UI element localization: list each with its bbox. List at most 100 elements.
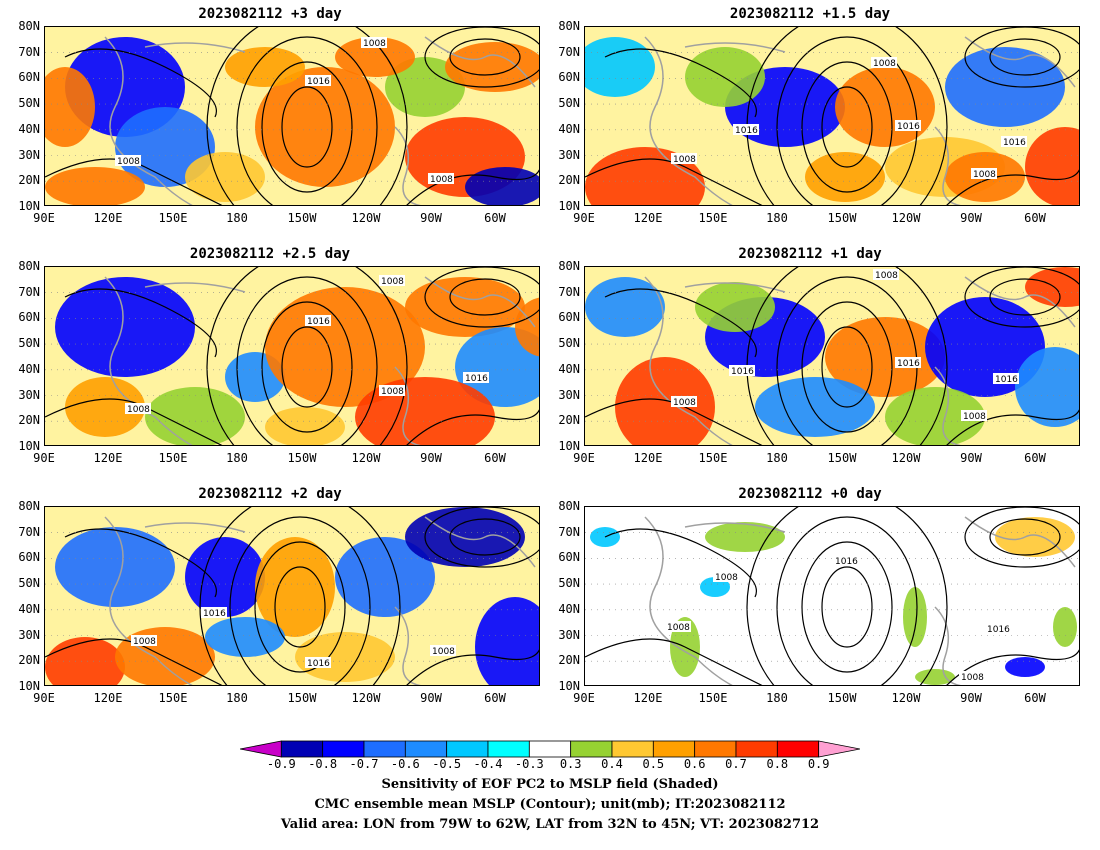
mslp-contour xyxy=(424,267,539,328)
sensitivity-shading xyxy=(265,407,345,445)
mslp-contour xyxy=(45,638,223,685)
lat-tick-label: 70N xyxy=(558,524,580,539)
colorbar-tick-label: 0.3 xyxy=(559,757,582,771)
mslp-contour xyxy=(64,48,217,118)
mslp-contour xyxy=(801,301,893,433)
map-field: 1008 1016 1016 1008 1016 1008 xyxy=(585,27,1079,205)
lat-tick-label: 30N xyxy=(558,147,580,162)
lon-tick-label: 90E xyxy=(573,451,595,465)
sensitivity-shading xyxy=(45,67,95,147)
mslp-contour xyxy=(821,86,873,168)
map-panel: 2023082112 +3 day 80N 70N 60N 50N 40N 30N 20N 10… xyxy=(0,6,540,224)
colorbar-tick-label: -0.5 xyxy=(432,757,462,771)
sensitivity-shading xyxy=(145,387,245,445)
colorbar-tick-label: -0.9 xyxy=(266,757,296,771)
sensitivity-shading xyxy=(585,37,655,97)
contour-label: 1016 xyxy=(305,75,331,87)
caption-contour: CMC ensemble mean MSLP (Contour); unit(m… xyxy=(314,797,786,812)
sensitivity-shading xyxy=(903,587,927,647)
lat-tick-label: 70N xyxy=(18,284,40,299)
map-panel: 2023082112 +2.5 day 80N 70N 60N 50N 40N 30N 20N… xyxy=(0,246,540,464)
lat-tick-label: 80N xyxy=(558,259,580,273)
lat-tick-label: 50N xyxy=(558,96,580,111)
svg-text:1016: 1016 xyxy=(731,367,754,377)
colorbar-swatch xyxy=(694,740,737,758)
svg-text:1008: 1008 xyxy=(673,398,696,408)
lat-tick-label: 60N xyxy=(18,70,40,85)
lon-tick-label: 150E xyxy=(698,211,728,225)
lat-tick-label: 10N xyxy=(558,198,580,213)
map-panel: 2023082112 +1 day 80N 70N 60N 50N 40N 30N 20N 10… xyxy=(540,246,1080,464)
lon-tick-label: 180 xyxy=(766,211,788,225)
colorbar-swatch xyxy=(404,740,448,758)
contour-label: 1008 xyxy=(379,275,405,287)
lat-tick-label: 40N xyxy=(558,361,580,376)
sensitivity-shading xyxy=(805,152,885,202)
lon-tick-label: 60W xyxy=(1024,211,1046,225)
sensitivity-shading xyxy=(1015,347,1079,427)
lat-tick-label: 40N xyxy=(18,361,40,376)
map-plot-area: 1008 1016 1008 1008 1008 xyxy=(44,26,540,206)
mslp-contour xyxy=(989,38,1061,76)
colorbar-tick-label: -0.8 xyxy=(308,757,338,771)
lon-tick-label: 150E xyxy=(698,691,728,705)
colorbar-swatch xyxy=(735,740,778,758)
lat-tick-label: 80N xyxy=(18,19,40,33)
lat-tick-label: 20N xyxy=(558,653,580,668)
sensitivity-shading xyxy=(225,47,305,87)
lon-tick-label: 120E xyxy=(93,691,123,705)
sensitivity-shading xyxy=(1025,127,1079,205)
lon-tick-label: 90E xyxy=(33,211,55,225)
sensitivity-shading xyxy=(1005,657,1045,677)
lat-tick-label: 30N xyxy=(558,387,580,402)
sensitivity-shading xyxy=(885,387,985,445)
colorbar-swatch xyxy=(280,740,324,758)
lon-tick-label: 180 xyxy=(226,451,248,465)
lon-tick-label: 150W xyxy=(287,691,317,705)
lon-tick-label: 180 xyxy=(766,691,788,705)
svg-text:1016: 1016 xyxy=(465,374,488,384)
mslp-contour xyxy=(64,288,217,358)
contour-label: 1008 xyxy=(961,410,987,422)
lat-tick-label: 10N xyxy=(18,438,40,453)
lon-tick-label: 90W xyxy=(420,211,442,225)
lat-tick-label: 20N xyxy=(18,173,40,188)
mslp-contour xyxy=(206,27,408,205)
contour-label: 1016 xyxy=(305,657,331,669)
colorbar-tick-label: 0.9 xyxy=(807,757,830,771)
svg-text:1016: 1016 xyxy=(1003,138,1026,148)
mslp-contour xyxy=(449,278,521,316)
mslp-contour xyxy=(424,507,539,568)
lat-tick-label: 30N xyxy=(18,627,40,642)
lon-tick-label: 120W xyxy=(891,691,921,705)
lat-tick-label: 70N xyxy=(18,44,40,59)
colorbar-swatch xyxy=(487,740,530,758)
lat-tick-label: 10N xyxy=(18,198,40,213)
sensitivity-shading xyxy=(685,47,765,107)
coastline xyxy=(644,36,733,205)
lat-tick-label: 50N xyxy=(558,336,580,351)
colorbar-tick-label: 0.8 xyxy=(766,757,789,771)
map-plot-area: 1008 1016 1016 1008 1016 1008 xyxy=(584,26,1080,206)
lat-tick-label: 60N xyxy=(18,550,40,565)
coastline xyxy=(104,516,193,685)
svg-text:1008: 1008 xyxy=(127,405,150,415)
mslp-contour xyxy=(261,301,353,433)
sensitivity-shading xyxy=(45,167,145,205)
mslp-contour xyxy=(801,61,893,193)
mslp-contour xyxy=(406,409,539,445)
lon-tick-label: 180 xyxy=(226,211,248,225)
coastline xyxy=(934,126,962,205)
svg-text:1008: 1008 xyxy=(363,39,386,49)
lon-tick-label: 180 xyxy=(226,691,248,705)
coastline xyxy=(644,276,733,445)
colorbar-tick-label: -0.4 xyxy=(473,757,503,771)
sensitivity-shading xyxy=(65,377,145,437)
lon-tick-label: 90W xyxy=(960,451,982,465)
sensitivity-shading xyxy=(45,637,125,685)
contour-label: 1016 xyxy=(305,315,331,327)
svg-text:1008: 1008 xyxy=(381,387,404,397)
svg-text:1008: 1008 xyxy=(873,59,896,69)
contour-label: 1008 xyxy=(971,168,997,180)
coastline xyxy=(964,36,1076,88)
